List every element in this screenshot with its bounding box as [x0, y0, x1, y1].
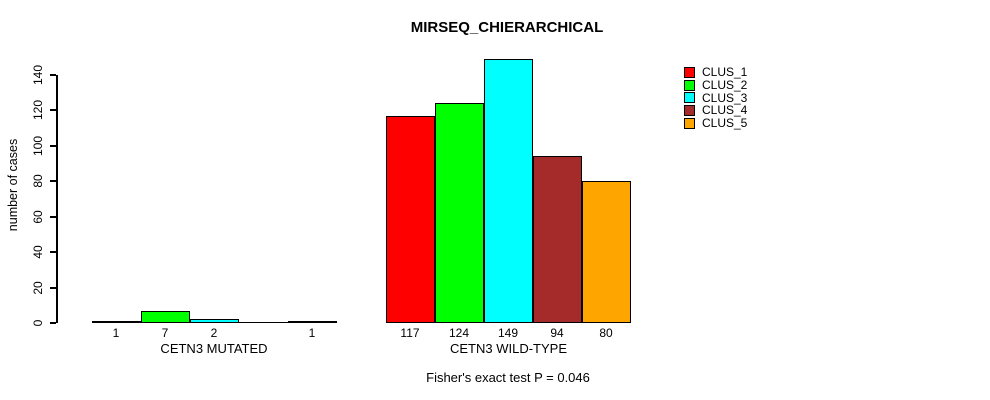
y-tick-label: 0 [31, 319, 45, 327]
y-tick-mark [50, 144, 56, 147]
bar-value-label: 1 [112, 326, 120, 340]
bar-clus_5-cetn3-mutated [287, 321, 337, 323]
y-tick-label: 40 [31, 245, 45, 259]
legend-label: CLUS_3 [702, 90, 748, 105]
y-tick-label: 120 [31, 100, 45, 121]
y-tick-mark [50, 215, 56, 218]
bar-value-label: 1 [308, 326, 316, 340]
y-tick-mark [50, 109, 56, 112]
legend-item-clus_2: CLUS_2 [684, 79, 747, 92]
bar-clus_4-cetn3-wild-type [532, 156, 582, 323]
x-group-label-cetn3-mutated: CETN3 MUTATED [160, 341, 268, 356]
bar-value-label: 149 [497, 326, 519, 340]
legend-label: CLUS_2 [702, 78, 748, 93]
y-tick-mark [50, 180, 56, 183]
legend-label: CLUS_5 [702, 116, 748, 131]
fisher-test-annotation: Fisher's exact test P = 0.046 [426, 370, 590, 385]
legend-label: CLUS_4 [702, 103, 748, 118]
y-tick-label: 80 [31, 174, 45, 188]
y-tick-mark [50, 322, 56, 324]
bar-clus_1-cetn3-mutated [91, 321, 141, 323]
legend-item-clus_1: CLUS_1 [684, 66, 747, 79]
y-tick-mark [50, 251, 56, 254]
legend-item-clus_5: CLUS_5 [684, 117, 747, 130]
legend-swatch-icon [684, 79, 695, 91]
bar-value-label: 124 [448, 326, 470, 340]
bar-clus_3-cetn3-wild-type [483, 59, 533, 323]
y-axis-line [56, 74, 58, 323]
y-tick-mark [50, 73, 56, 76]
legend-swatch-icon [684, 92, 695, 104]
legend-item-clus_4: CLUS_4 [684, 104, 747, 117]
x-group-label-cetn3-wild-type: CETN3 WILD-TYPE [449, 341, 568, 356]
chart-title: MIRSEQ_CHIERARCHICAL [410, 19, 604, 36]
y-axis-label: number of cases [5, 138, 20, 232]
legend: CLUS_1 CLUS_2 CLUS_3 CLUS_4 CLUS_5 [684, 66, 747, 129]
y-tick-mark [50, 286, 56, 289]
bar-value-label: 80 [599, 326, 613, 340]
bar-clus_2-cetn3-mutated [140, 311, 190, 323]
bar-clus_4-cetn3-mutated [238, 322, 288, 323]
legend-item-clus_3: CLUS_3 [684, 91, 747, 104]
bar-clus_5-cetn3-wild-type [581, 181, 631, 323]
legend-swatch-icon [684, 104, 695, 116]
bar-clus_1-cetn3-wild-type [385, 116, 435, 323]
y-tick-label: 60 [31, 209, 45, 224]
bar-value-label: 117 [400, 326, 420, 340]
y-tick-label: 20 [31, 280, 45, 295]
legend-swatch-icon [684, 66, 695, 78]
bar-clus_2-cetn3-wild-type [434, 103, 484, 323]
bar-value-label: 7 [161, 326, 169, 340]
legend-swatch-icon [684, 117, 695, 129]
bar-value-label: 2 [210, 326, 218, 340]
legend-label: CLUS_1 [702, 65, 748, 80]
y-tick-label: 100 [31, 135, 45, 156]
bar-clus_3-cetn3-mutated [189, 319, 239, 323]
bar-value-label: 94 [550, 326, 564, 340]
y-tick-label: 140 [31, 64, 45, 85]
